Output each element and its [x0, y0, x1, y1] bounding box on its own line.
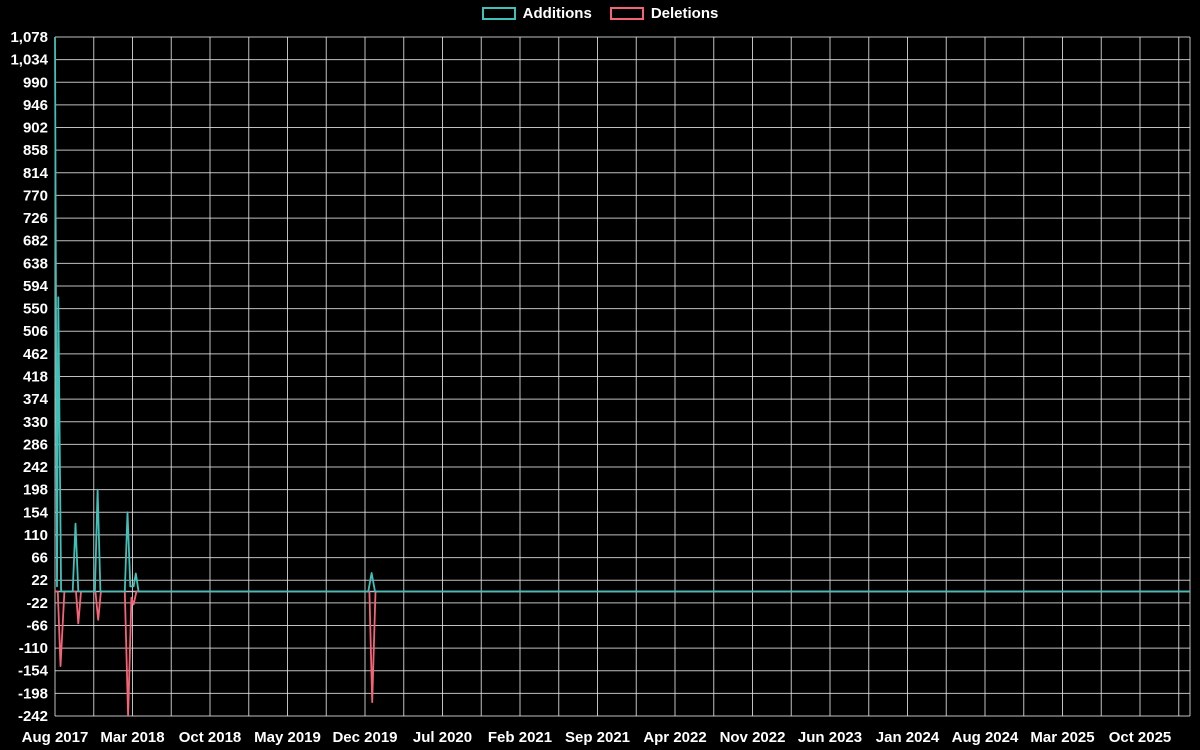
svg-text:Jun 2023: Jun 2023 [798, 729, 862, 746]
svg-text:110: 110 [24, 527, 48, 544]
svg-text:946: 946 [23, 97, 48, 114]
svg-text:Feb 2021: Feb 2021 [488, 729, 552, 746]
svg-text:286: 286 [23, 436, 48, 453]
svg-text:May 2019: May 2019 [254, 729, 321, 746]
svg-text:770: 770 [23, 187, 48, 204]
svg-text:66: 66 [31, 550, 48, 567]
svg-text:-22: -22 [26, 595, 48, 612]
svg-text:1,034: 1,034 [10, 52, 48, 69]
svg-text:682: 682 [23, 233, 48, 250]
svg-text:-66: -66 [26, 617, 48, 634]
svg-text:462: 462 [23, 346, 48, 363]
svg-text:Sep 2021: Sep 2021 [565, 729, 630, 746]
legend: Additions Deletions [0, 6, 1200, 21]
svg-text:-154: -154 [18, 663, 49, 680]
svg-text:Oct 2018: Oct 2018 [179, 729, 242, 746]
svg-text:Mar 2025: Mar 2025 [1030, 729, 1094, 746]
svg-text:858: 858 [23, 142, 48, 159]
svg-text:Oct 2025: Oct 2025 [1109, 729, 1172, 746]
x-axis-labels: Aug 2017 Mar 2018 Oct 2018 May 2019 Dec 2019… [22, 729, 1172, 746]
svg-text:Nov 2022: Nov 2022 [720, 729, 786, 746]
svg-text:374: 374 [23, 391, 49, 408]
svg-text:Aug 2024: Aug 2024 [952, 729, 1019, 746]
svg-text:506: 506 [23, 323, 48, 340]
svg-text:Aug 2017: Aug 2017 [22, 729, 89, 746]
gridlines [54, 36, 1191, 717]
svg-text:242: 242 [23, 459, 48, 476]
svg-text:Jan 2024: Jan 2024 [876, 729, 940, 746]
svg-text:-110: -110 [19, 640, 48, 657]
svg-text:902: 902 [23, 120, 48, 137]
svg-text:Jul 2020: Jul 2020 [413, 729, 472, 746]
svg-text:Dec 2019: Dec 2019 [332, 729, 397, 746]
svg-text:-242: -242 [18, 708, 48, 725]
svg-text:Mar 2018: Mar 2018 [100, 729, 164, 746]
legend-item-deletions[interactable]: Deletions [609, 5, 719, 22]
svg-text:418: 418 [23, 369, 48, 386]
series-deletions-line [55, 590, 1190, 717]
svg-text:726: 726 [23, 210, 48, 227]
svg-text:1,078: 1,078 [10, 29, 48, 46]
y-axis-labels: 1,078 1,034 990 946 902 858 814 770 726 682 638 594… [10, 29, 48, 725]
legend-item-additions[interactable]: Additions [481, 5, 592, 22]
series-additions-line [54, 36, 1190, 593]
svg-text:550: 550 [23, 301, 48, 318]
svg-text:198: 198 [23, 482, 48, 499]
svg-text:22: 22 [31, 572, 48, 589]
svg-text:154: 154 [23, 504, 49, 521]
deletions-swatch [609, 7, 644, 20]
svg-text:-198: -198 [18, 685, 48, 702]
svg-text:638: 638 [23, 255, 48, 272]
legend-label-deletions: Deletions [650, 5, 719, 22]
legend-label-additions: Additions [522, 5, 592, 22]
svg-text:Apr 2022: Apr 2022 [643, 729, 706, 746]
svg-text:330: 330 [23, 414, 48, 431]
svg-text:594: 594 [23, 278, 49, 295]
svg-text:990: 990 [23, 74, 48, 91]
svg-text:814: 814 [23, 165, 49, 182]
additions-swatch [481, 7, 516, 20]
